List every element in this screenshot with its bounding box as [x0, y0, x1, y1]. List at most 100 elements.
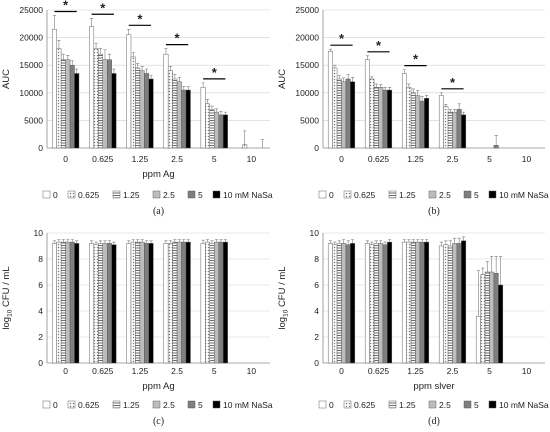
error-bar	[342, 77, 346, 82]
error-bar	[164, 240, 168, 244]
error-bar	[186, 239, 190, 243]
error-bar	[494, 135, 498, 146]
legend-swatch	[187, 190, 196, 199]
significance-star: *	[212, 65, 218, 80]
bar	[493, 145, 499, 149]
error-bar	[136, 239, 140, 243]
bar	[447, 245, 453, 364]
x-tick-label: 5	[212, 154, 217, 164]
legend-swatch	[463, 400, 472, 409]
error-bar	[164, 48, 168, 55]
error-bar	[351, 77, 355, 82]
legend-label: 2.5	[439, 190, 451, 200]
panel-caption: (d)	[428, 416, 440, 427]
error-bar	[127, 240, 131, 244]
error-bar	[70, 239, 74, 243]
bar	[373, 243, 379, 364]
legend-swatch	[42, 190, 51, 199]
bar	[382, 244, 388, 364]
bar	[89, 26, 95, 149]
y-tick-label: 8	[314, 254, 319, 264]
error-bar	[201, 82, 205, 88]
error-bar	[499, 256, 503, 285]
error-bar	[149, 74, 153, 79]
error-bar	[416, 239, 420, 243]
bar	[387, 89, 393, 149]
legend-label: 5	[198, 400, 203, 410]
error-bar	[182, 86, 186, 91]
bar	[167, 243, 173, 364]
legend-swatch	[212, 190, 221, 199]
x-tick-label: 1.25	[407, 154, 424, 164]
bar	[56, 48, 62, 149]
error-bar	[168, 240, 172, 244]
error-bar	[374, 240, 378, 244]
error-bar	[177, 239, 181, 243]
x-tick-label: 0	[63, 154, 68, 164]
bar	[214, 111, 219, 149]
legend-label: 5	[474, 400, 479, 410]
error-bar	[112, 241, 116, 245]
bar	[176, 81, 182, 149]
bar	[443, 244, 449, 364]
bar	[369, 78, 375, 149]
chart-panel-2: 0 5000 10000 15000 20000 25000 AUC 0 0.625 1.25 2.…	[277, 5, 549, 217]
x-tick-label: 10	[247, 154, 257, 164]
legend-label: 0.625	[354, 400, 376, 410]
bar	[56, 241, 62, 364]
error-bar	[214, 108, 219, 113]
x-tick-label: 0	[339, 366, 344, 376]
bar	[461, 240, 467, 364]
bar	[452, 111, 458, 149]
error-bar	[370, 241, 374, 245]
error-bar	[214, 239, 219, 243]
bar	[51, 243, 57, 364]
error-bar	[131, 52, 135, 57]
significance-star: *	[63, 0, 69, 13]
bar	[242, 144, 248, 149]
error-bar	[103, 240, 107, 244]
error-bar	[70, 60, 74, 66]
error-bar	[407, 239, 411, 243]
legend-swatch	[152, 190, 161, 199]
bar	[222, 114, 228, 149]
bar	[424, 98, 430, 149]
x-tick-label: 0.625	[92, 366, 114, 376]
bar	[332, 244, 338, 364]
error-bar	[112, 68, 116, 74]
bar	[447, 111, 453, 149]
bar	[350, 243, 356, 364]
legend-label: 10 mM NaSa	[223, 190, 273, 200]
error-bar	[333, 241, 337, 245]
error-bar	[75, 68, 79, 74]
bar	[65, 59, 71, 149]
bar	[89, 243, 95, 364]
legend-label: 5	[198, 190, 203, 200]
y-tick-label: 2	[314, 332, 319, 342]
bar	[456, 243, 462, 364]
y-tick-label: 2	[38, 332, 43, 342]
bar	[369, 244, 375, 364]
legend-swatch	[212, 400, 221, 409]
error-bar	[66, 54, 70, 60]
error-bar	[476, 270, 480, 317]
panel-caption: (a)	[153, 206, 164, 217]
bar	[489, 271, 495, 364]
bar	[218, 241, 224, 364]
error-bar	[90, 17, 94, 27]
bar	[144, 243, 150, 364]
y-tick-label: 25000	[295, 5, 319, 15]
error-bar	[383, 241, 387, 245]
bar	[327, 243, 333, 364]
bar	[415, 95, 421, 149]
error-bar	[186, 86, 190, 91]
error-bar	[223, 239, 227, 243]
y-axis-label: AUC	[277, 69, 288, 89]
bar	[205, 103, 211, 149]
bar	[336, 243, 342, 364]
x-tick-label: 0	[339, 154, 344, 164]
legend-swatch	[463, 190, 472, 199]
bar	[382, 89, 388, 149]
error-bar	[52, 15, 57, 30]
x-tick-label: 0	[63, 366, 68, 376]
